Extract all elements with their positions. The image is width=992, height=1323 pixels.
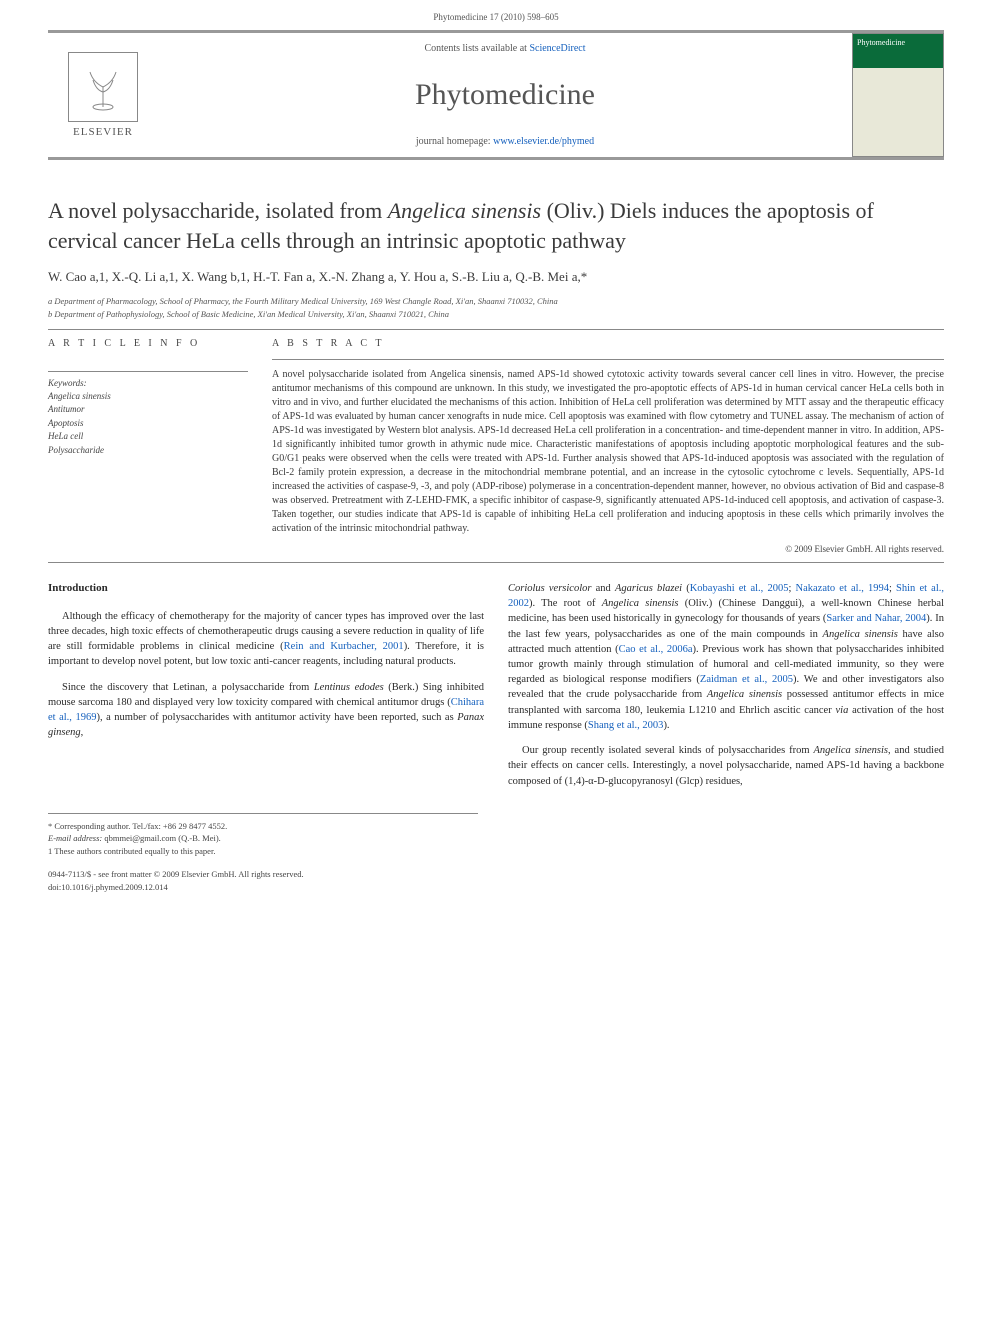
keyword-1: Antitumor <box>48 403 248 417</box>
corresponding-author: * Corresponding author. Tel./fax: +86 29… <box>48 820 478 833</box>
issn-line: 0944-7113/$ - see front matter © 2009 El… <box>48 868 944 881</box>
cite-shang-2003[interactable]: Shang et al., 2003 <box>588 720 664 731</box>
p3-d: ; <box>889 583 896 594</box>
affiliation-b: b Department of Pathophysiology, School … <box>48 308 944 321</box>
divider-bottom <box>48 562 944 563</box>
affiliation-a: a Department of Pharmacology, School of … <box>48 295 944 308</box>
intro-p4: Our group recently isolated several kind… <box>508 743 944 789</box>
p3-it5: Angelica sinensis <box>707 689 782 700</box>
cover-thumb-title: Phytomedicine <box>857 38 939 47</box>
p3-b: ( <box>682 583 690 594</box>
keywords-label: Keywords: <box>48 378 248 388</box>
introduction-heading: Introduction <box>48 581 484 597</box>
footnotes: * Corresponding author. Tel./fax: +86 29… <box>48 813 478 858</box>
keyword-3: HeLa cell <box>48 430 248 444</box>
abstract-column: A B S T R A C T A novel polysaccharide i… <box>272 338 944 554</box>
banner-center: Contents lists available at ScienceDirec… <box>158 33 852 157</box>
title-italic: Angelica sinensis <box>388 198 541 223</box>
abstract-text: A novel polysaccharide isolated from Ang… <box>272 368 944 536</box>
contents-lists-line: Contents lists available at ScienceDirec… <box>166 43 844 54</box>
body-two-column: Introduction Although the efficacy of ch… <box>48 581 944 799</box>
front-matter: 0944-7113/$ - see front matter © 2009 El… <box>48 868 944 894</box>
email-line: E-mail address: qbmmei@gmail.com (Q.-B. … <box>48 832 478 845</box>
article-info-column: A R T I C L E I N F O Keywords: Angelica… <box>48 338 248 554</box>
homepage-link[interactable]: www.elsevier.de/phymed <box>493 136 594 147</box>
elsevier-logo-block: ELSEVIER <box>48 33 158 157</box>
intro-p3: Coriolus versicolor and Agaricus blazei … <box>508 581 944 733</box>
cite-nakazato-1994[interactable]: Nakazato et al., 1994 <box>796 583 889 594</box>
article-meta-row: A R T I C L E I N F O Keywords: Angelica… <box>48 338 944 554</box>
cite-sarker-2004[interactable]: Sarker and Nahar, 2004 <box>826 613 926 624</box>
p3-c: ; <box>788 583 795 594</box>
keyword-2: Apoptosis <box>48 417 248 431</box>
sciencedirect-link[interactable]: ScienceDirect <box>529 43 585 54</box>
keyword-0: Angelica sinensis <box>48 390 248 404</box>
p3-m: ). <box>663 720 669 731</box>
p3-it3: Angelica sinensis <box>602 598 679 609</box>
cite-rein-2001[interactable]: Rein and Kurbacher, 2001 <box>284 641 404 652</box>
homepage-line: journal homepage: www.elsevier.de/phymed <box>166 136 844 147</box>
keyword-4: Polysaccharide <box>48 444 248 458</box>
author-list: W. Cao a,1, X.-Q. Li a,1, X. Wang b,1, H… <box>48 269 944 285</box>
article-title: A novel polysaccharide, isolated from An… <box>48 196 944 255</box>
elsevier-tree-icon <box>68 52 138 122</box>
email-label: E-mail address: <box>48 833 102 843</box>
p2-c: ), a number of polysaccharides with anti… <box>96 712 457 723</box>
p3-e: ). The root of <box>529 598 602 609</box>
abs-divider <box>272 359 944 360</box>
p2-it1: Lentinus edodes <box>314 682 384 693</box>
elsevier-label: ELSEVIER <box>73 126 133 138</box>
article-info-heading: A R T I C L E I N F O <box>48 338 248 349</box>
equal-contribution: 1 These authors contributed equally to t… <box>48 845 478 858</box>
cite-zaidman-2005[interactable]: Zaidman et al., 2005 <box>700 674 793 685</box>
p3-it4: Angelica sinensis <box>823 629 898 640</box>
divider-top <box>48 329 944 330</box>
p4-it1: Angelica sinensis <box>813 745 888 756</box>
cite-cao-2006a[interactable]: Cao et al., 2006a <box>619 644 693 655</box>
p3-it6: via <box>836 705 849 716</box>
publisher-banner: ELSEVIER Contents lists available at Sci… <box>48 30 944 160</box>
p3-it2: Agaricus blazei <box>615 583 682 594</box>
title-pre: A novel polysaccharide, isolated from <box>48 198 388 223</box>
p2-d: , <box>81 727 84 738</box>
affiliations: a Department of Pharmacology, School of … <box>48 295 944 321</box>
cite-kobayashi-2005[interactable]: Kobayashi et al., 2005 <box>690 583 789 594</box>
email-value: qbmmei@gmail.com (Q.-B. Mei). <box>102 833 221 843</box>
body-right-column: Coriolus versicolor and Agaricus blazei … <box>508 581 944 799</box>
homepage-prefix: journal homepage: <box>416 136 493 147</box>
intro-p1: Although the efficacy of chemotherapy fo… <box>48 609 484 670</box>
journal-cover-thumb: Phytomedicine <box>852 33 944 157</box>
doi-line: doi:10.1016/j.phymed.2009.12.014 <box>48 881 944 894</box>
info-divider <box>48 371 248 372</box>
running-head: Phytomedicine 17 (2010) 598–605 <box>0 0 992 30</box>
p2-a: Since the discovery that Letinan, a poly… <box>62 682 314 693</box>
abstract-copyright: © 2009 Elsevier GmbH. All rights reserve… <box>272 544 944 554</box>
p3-a: and <box>591 583 614 594</box>
journal-name: Phytomedicine <box>166 78 844 112</box>
intro-p2: Since the discovery that Letinan, a poly… <box>48 680 484 741</box>
abstract-heading: A B S T R A C T <box>272 338 944 349</box>
p3-it1: Coriolus versicolor <box>508 583 591 594</box>
p4-a: Our group recently isolated several kind… <box>522 745 813 756</box>
contents-prefix: Contents lists available at <box>424 43 529 54</box>
body-left-column: Introduction Although the efficacy of ch… <box>48 581 484 799</box>
